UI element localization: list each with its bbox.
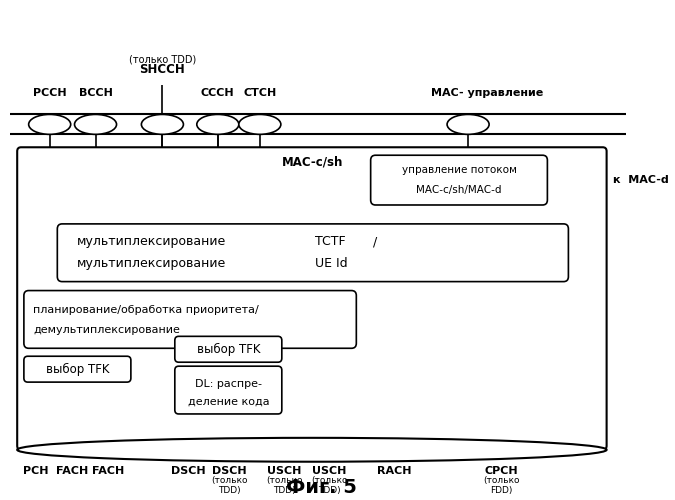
- Text: планирование/обработка приоритета/: планирование/обработка приоритета/: [34, 306, 259, 316]
- Text: (только
TDD): (только TDD): [311, 476, 348, 495]
- Text: USCH: USCH: [313, 466, 347, 475]
- Text: CPCH: CPCH: [485, 466, 518, 475]
- Ellipse shape: [197, 114, 239, 134]
- Text: выбор TFK: выбор TFK: [196, 342, 260, 356]
- Ellipse shape: [74, 114, 117, 134]
- Text: мультиплексирование: мультиплексирование: [76, 236, 225, 248]
- FancyBboxPatch shape: [175, 366, 281, 414]
- Text: Фиг. 5: Фиг. 5: [286, 478, 357, 497]
- Text: (только
TDD): (только TDD): [211, 476, 248, 495]
- Ellipse shape: [17, 438, 607, 462]
- Text: MAC- управление: MAC- управление: [431, 88, 543, 98]
- Text: FACH: FACH: [55, 466, 88, 475]
- FancyBboxPatch shape: [371, 155, 547, 205]
- Text: (только TDD): (только TDD): [129, 54, 196, 64]
- FancyBboxPatch shape: [57, 224, 568, 281]
- Text: RACH: RACH: [377, 466, 412, 475]
- Text: TCTF: TCTF: [315, 236, 346, 248]
- Text: (только
TDD): (только TDD): [267, 476, 303, 495]
- FancyBboxPatch shape: [24, 290, 356, 348]
- FancyBboxPatch shape: [175, 336, 281, 362]
- Text: BCCH: BCCH: [78, 88, 113, 98]
- Text: управление потоком: управление потоком: [402, 165, 516, 175]
- Text: мультиплексирование: мультиплексирование: [76, 257, 225, 270]
- Text: MAC-c/sh/MAC-d: MAC-c/sh/MAC-d: [416, 185, 502, 195]
- Text: к  MAC-d: к MAC-d: [614, 175, 669, 185]
- Ellipse shape: [28, 114, 71, 134]
- Text: FACH: FACH: [92, 466, 124, 475]
- Ellipse shape: [141, 114, 184, 134]
- Text: PCCH: PCCH: [33, 88, 67, 98]
- Text: (только
FDD): (только FDD): [483, 476, 520, 495]
- Text: /: /: [373, 236, 377, 248]
- Text: SHCCH: SHCCH: [140, 62, 185, 76]
- Ellipse shape: [239, 114, 281, 134]
- Text: деление кода: деление кода: [188, 397, 269, 407]
- Text: MAC-c/sh: MAC-c/sh: [281, 156, 343, 168]
- Text: CTCH: CTCH: [243, 88, 277, 98]
- Text: демультиплексирование: демультиплексирование: [34, 326, 180, 336]
- Text: DSCH: DSCH: [171, 466, 205, 475]
- FancyBboxPatch shape: [17, 148, 607, 450]
- Text: DL: распре-: DL: распре-: [195, 379, 262, 389]
- Text: CCCH: CCCH: [201, 88, 235, 98]
- Ellipse shape: [447, 114, 489, 134]
- Text: UE Id: UE Id: [315, 257, 348, 270]
- Text: PCH: PCH: [22, 466, 48, 475]
- Text: USCH: USCH: [267, 466, 302, 475]
- Text: DSCH: DSCH: [212, 466, 246, 475]
- FancyBboxPatch shape: [24, 356, 131, 382]
- Text: выбор TFK: выбор TFK: [46, 362, 109, 376]
